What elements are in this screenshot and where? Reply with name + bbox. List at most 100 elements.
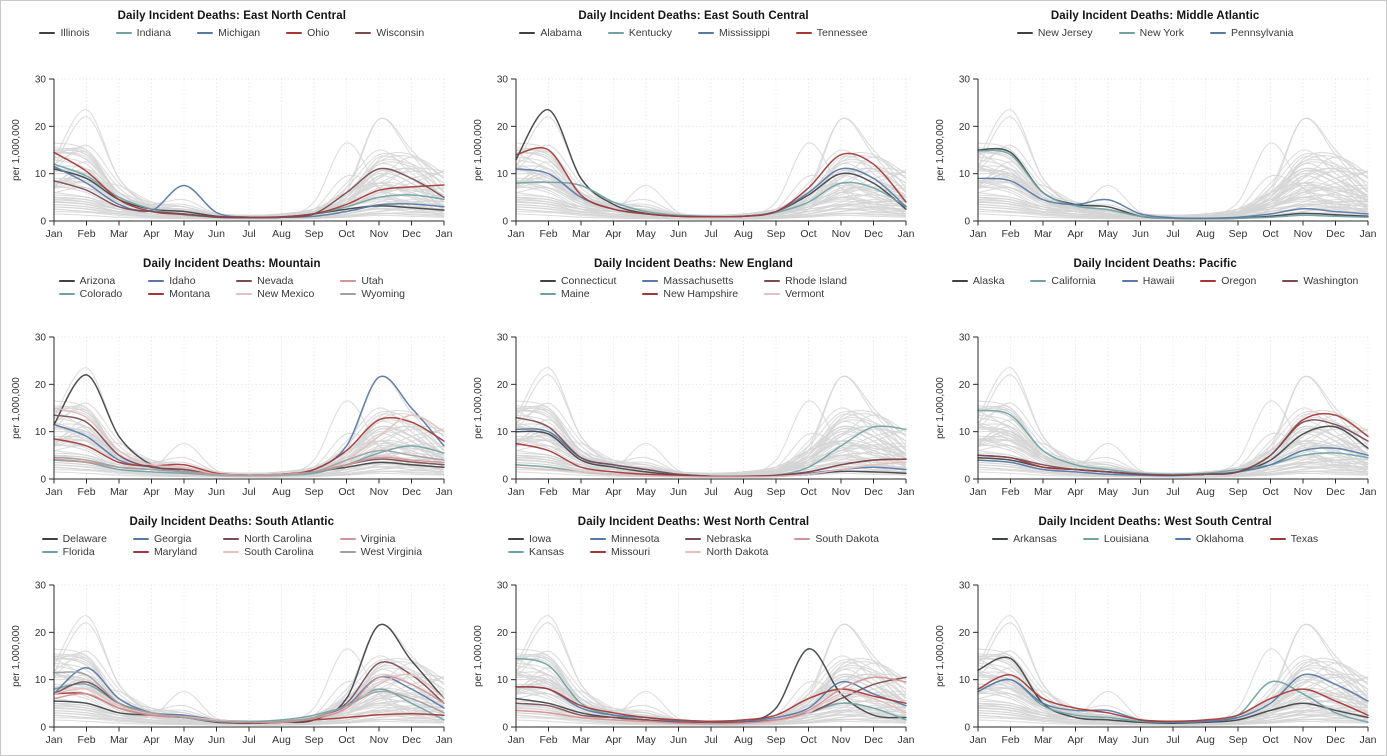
x-tick-label: Jun: [208, 486, 225, 498]
legend-item-rhode-island: Rhode Island: [764, 275, 847, 287]
legend-line-swatch: [1210, 32, 1227, 34]
legend-label: California: [1051, 275, 1096, 287]
legend-line-swatch: [339, 551, 356, 553]
x-tick-label: Aug: [272, 228, 291, 240]
panel-east-north-central: Daily Incident Deaths: East North Centra…: [1, 1, 463, 249]
legend-item-mississippi: Mississippi: [698, 27, 770, 39]
y-tick-label: 10: [35, 169, 47, 180]
x-tick-label: Nov: [370, 228, 389, 240]
legend-line-swatch: [340, 280, 357, 282]
y-tick-label: 10: [35, 427, 47, 438]
x-tick-label: May: [636, 486, 657, 498]
panel-title: Daily Incident Deaths: South Atlantic: [129, 516, 335, 528]
legend-line-swatch: [41, 551, 58, 553]
y-tick-label: 0: [41, 475, 47, 486]
legend-item-georgia: Georgia: [132, 533, 191, 545]
x-tick-label: Jul: [1166, 734, 1179, 746]
x-tick-label: Oct: [800, 228, 816, 240]
legend-label: Oregon: [1221, 275, 1257, 287]
chart-svg-east-north-central: 0 10 20 30 Jan Feb Mar Apr May Jun Jul Aug Sep Oct Nov…: [11, 75, 453, 241]
y-tick-label: 10: [497, 427, 509, 438]
legend-item-texas: Texas: [1269, 533, 1319, 545]
legend: Iowa Minnesota Nebraska South Dakota Kansas M…: [507, 533, 879, 558]
legend-label: Alabama: [540, 27, 582, 39]
legend-label: Hawaii: [1142, 275, 1175, 287]
legend-item-new-york: New York: [1118, 27, 1184, 39]
panel-title: Daily Incident Deaths: East South Centra…: [578, 10, 809, 22]
legend-line-swatch: [539, 280, 556, 282]
legend: Alaska California Hawaii Oregon Washington: [951, 275, 1358, 287]
legend-label: Delaware: [62, 533, 107, 545]
legend-line-swatch: [339, 538, 356, 540]
x-tick-label: Mar: [1034, 486, 1053, 498]
panel-new-england: Daily Incident Deaths: New England Connec…: [463, 249, 925, 507]
legend-line-swatch: [286, 32, 303, 34]
legend-item-washington: Washington: [1282, 275, 1358, 287]
x-tick-label: Jan: [969, 734, 986, 746]
legend-line-swatch: [590, 551, 607, 553]
legend-label: North Carolina: [244, 533, 312, 545]
y-tick-label: 10: [959, 427, 971, 438]
y-tick-label: 0: [502, 723, 508, 734]
x-tick-label: Sep: [767, 228, 786, 240]
x-tick-label: Apr: [1067, 734, 1084, 746]
legend-label: North Dakota: [706, 546, 769, 558]
series-line-california: [976, 409, 1369, 476]
y-tick-label: 10: [959, 169, 971, 180]
x-tick-label: Feb: [78, 734, 96, 746]
legend-item-pennsylvania: Pennsylvania: [1210, 27, 1294, 39]
x-tick-label: Nov: [1293, 486, 1312, 498]
series-line-west-virginia: [53, 671, 446, 724]
series-line-washington: [976, 419, 1369, 476]
x-tick-label: Jul: [243, 228, 256, 240]
x-tick-label: Feb: [78, 228, 96, 240]
background-state-line: [515, 402, 907, 476]
x-tick-label: Sep: [767, 486, 786, 498]
legend-label: Florida: [62, 546, 95, 558]
x-tick-label: Jan: [46, 228, 63, 240]
x-tick-label: Oct: [800, 734, 816, 746]
y-tick-label: 20: [959, 122, 971, 133]
legend-line-swatch: [1016, 32, 1033, 34]
x-tick-label: Feb: [78, 486, 96, 498]
legend-item-florida: Florida: [41, 546, 95, 558]
x-tick-label: May: [174, 228, 195, 240]
legend-line-swatch: [642, 280, 659, 282]
legend-item-michigan: Michigan: [197, 27, 260, 39]
x-tick-label: Jan: [1359, 228, 1376, 240]
legend-item-virginia: Virginia: [339, 533, 395, 545]
background-state-line: [977, 705, 1368, 725]
legend-label: Montana: [169, 288, 211, 300]
series-line-texas: [976, 674, 1369, 723]
x-tick-label: Jan: [898, 486, 915, 498]
legend-line-swatch: [223, 538, 240, 540]
chart-svg-new-england: 0 10 20 30 Jan Feb Mar Apr May Jun Jul Aug Sep Oct Nov…: [473, 333, 915, 499]
x-tick-label: Apr: [1067, 228, 1084, 240]
legend-line-swatch: [39, 32, 56, 34]
y-tick-label: 0: [964, 217, 970, 228]
x-tick-label: Oct: [1262, 486, 1278, 498]
x-tick-label: Jan: [898, 228, 915, 240]
legend-item-colorado: Colorado: [58, 288, 123, 300]
x-tick-label: Mar: [572, 486, 591, 498]
x-tick-label: Dec: [864, 734, 883, 746]
y-axis-title: per 1,000,000: [473, 377, 484, 439]
legend-item-wyoming: Wyoming: [340, 288, 405, 300]
legend: Arizona Idaho Nevada Utah Colorado Montana New…: [58, 275, 405, 300]
x-tick-label: Apr: [605, 228, 622, 240]
legend-label: Colorado: [79, 288, 123, 300]
background-state-line: [515, 717, 907, 726]
legend-line-swatch: [223, 551, 240, 553]
panel-title: Daily Incident Deaths: West South Centra…: [1038, 516, 1272, 528]
legend-line-swatch: [1121, 280, 1138, 282]
x-tick-label: Dec: [402, 486, 421, 498]
y-tick-label: 30: [959, 333, 971, 344]
legend-item-missouri: Missouri: [590, 546, 650, 558]
y-tick-label: 30: [497, 75, 509, 86]
legend-label: Texas: [1290, 533, 1319, 545]
background-state-line: [515, 199, 907, 219]
legend-item-massachusetts: Massachusetts: [642, 275, 733, 287]
legend-label: Wyoming: [361, 288, 405, 300]
y-tick-label: 10: [959, 675, 971, 686]
legend-line-swatch: [236, 280, 253, 282]
